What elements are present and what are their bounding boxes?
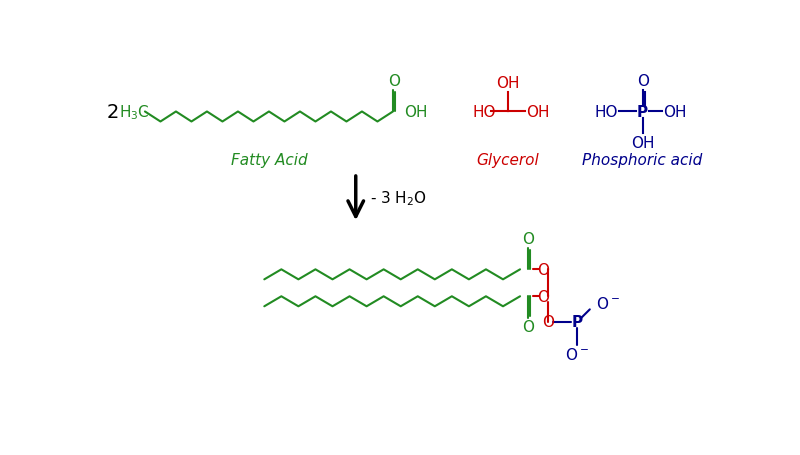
Text: Fatty Acid: Fatty Acid bbox=[230, 152, 307, 167]
Text: O: O bbox=[542, 314, 554, 329]
Text: OH: OH bbox=[496, 76, 519, 91]
Text: O: O bbox=[638, 74, 650, 89]
Text: Glycerol: Glycerol bbox=[476, 152, 539, 167]
Text: O: O bbox=[538, 262, 550, 277]
Text: HO: HO bbox=[472, 105, 495, 120]
Text: O: O bbox=[538, 289, 550, 304]
Text: O$^-$: O$^-$ bbox=[566, 347, 590, 363]
Text: HO: HO bbox=[594, 105, 618, 120]
Text: P: P bbox=[637, 105, 648, 120]
Text: H$_3$C: H$_3$C bbox=[119, 103, 150, 121]
Text: 2: 2 bbox=[106, 103, 118, 121]
Text: OH: OH bbox=[404, 105, 427, 120]
Text: - 3 H$_2$O: - 3 H$_2$O bbox=[370, 189, 426, 208]
Text: OH: OH bbox=[663, 105, 687, 120]
Text: O$^-$: O$^-$ bbox=[596, 296, 620, 312]
Text: O: O bbox=[388, 74, 400, 89]
Text: P: P bbox=[572, 314, 583, 329]
Text: O: O bbox=[522, 320, 534, 334]
Text: OH: OH bbox=[630, 135, 654, 150]
Text: OH: OH bbox=[526, 105, 550, 120]
Text: O: O bbox=[522, 232, 534, 247]
Text: Phosphoric acid: Phosphoric acid bbox=[582, 152, 702, 167]
